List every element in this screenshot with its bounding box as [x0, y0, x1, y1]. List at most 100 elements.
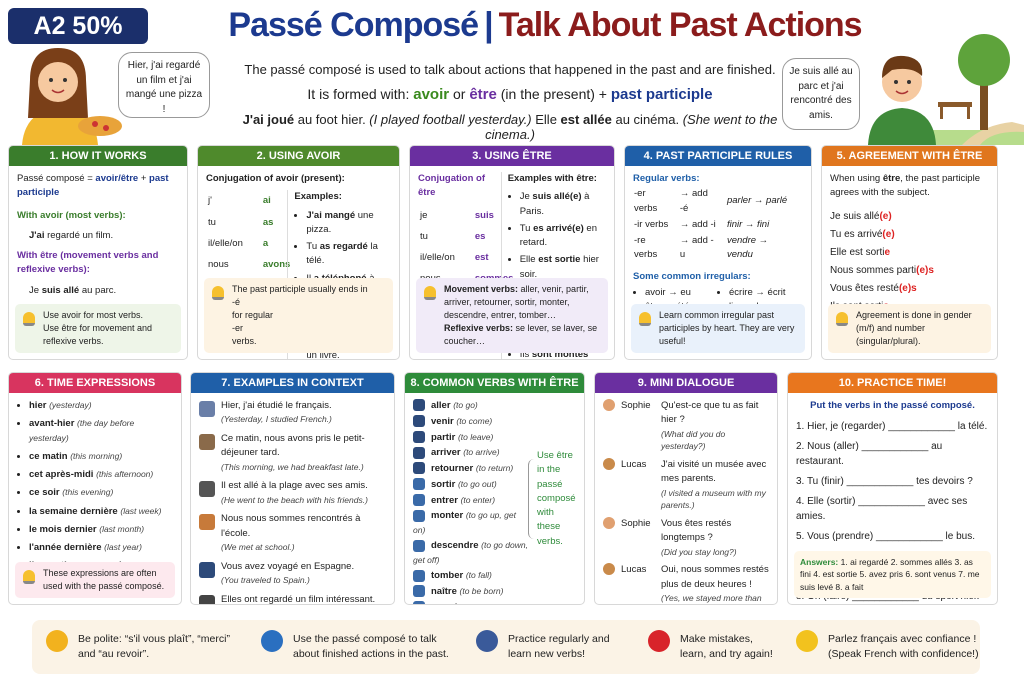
text-segment: Elle — [531, 112, 561, 127]
verb-item: partir (to leave) — [413, 430, 528, 445]
verb-icon — [413, 462, 425, 475]
title: Passé Composé | Talk About Past Actions — [180, 6, 910, 45]
french-sentence: Elles ont regardé un film intéressant. — [221, 593, 376, 605]
text-segment: Je — [29, 284, 42, 296]
text-segment: past participle — [17, 173, 169, 199]
text-line: Passé composé = avoir/être + past partic… — [17, 172, 179, 201]
conjugation-title: Conjugation of être — [418, 173, 486, 199]
text-segment: J'ai joué — [242, 112, 295, 127]
panel: 9. MINI DIALOGUE Sophie Qu'est-ce que tu a… — [594, 372, 778, 605]
time-expression: avant-hier — [29, 418, 75, 430]
verb-form: ai — [262, 195, 271, 207]
verb-form: est — [474, 252, 489, 263]
footer-icon — [46, 630, 68, 652]
pronoun: il/elle/on — [420, 252, 455, 263]
example-item: Nous nous sommes rencontrés à l'école. (W… — [199, 512, 386, 553]
text-segment: sont montés — [531, 348, 589, 360]
time-expression: l'année dernière — [29, 542, 102, 553]
example-item: Ce matin, nous avons pris le petit-déjeu… — [199, 432, 386, 473]
translation: (to go out) — [457, 478, 497, 489]
panel-title: 5. AGREEMENT WITH ÊTRE — [822, 146, 997, 166]
translation: (to leave) — [457, 431, 494, 442]
panel: 7. EXAMPLES IN CONTEXT Hier, j'ai étudié … — [190, 372, 395, 605]
panel: 3. USING ÊTRE Conjugation of être je suis tu… — [409, 145, 615, 360]
french-sentence: Hier, j'ai étudié le français. — [221, 400, 332, 411]
dialogue-text: Qu'est-ce que tu as fait hier ? (What did… — [661, 399, 769, 453]
conjugation-row: il/elle/on a — [208, 235, 294, 254]
verb-form: suis — [474, 209, 494, 221]
level-badge: A2 50% — [8, 8, 148, 44]
text-segment: au parc. — [79, 284, 117, 296]
tip-box: These expressions are often used with th… — [15, 561, 175, 598]
verb-icon — [413, 399, 425, 412]
time-item: hier (yesterday) — [29, 399, 173, 413]
text-segment: être — [469, 86, 497, 103]
translation: (Yesterday, I studied French.) — [221, 414, 332, 425]
panel-title: 4. PAST PARTICIPLE RULES — [625, 146, 811, 166]
panel: 5. AGREEMENT WITH ÊTRE When using être, t… — [821, 145, 998, 360]
verb: monter — [431, 510, 464, 522]
title-part: Passé Composé — [228, 6, 479, 44]
translation: (to fall) — [465, 570, 492, 581]
example-icon — [199, 594, 215, 604]
translation: (to go up, get on) — [413, 510, 516, 535]
text-segment: Elle est sorti — [830, 246, 885, 258]
footer-icon — [476, 630, 498, 652]
speaker-avatar — [603, 399, 615, 411]
text-segment: , the past participle agrees with the su… — [830, 173, 980, 199]
translation: (this afternoon) — [96, 469, 154, 479]
rule-row: -re verbs → add -u vendre → vendu — [633, 233, 803, 264]
panel-body: Hier, j'ai étudié le français. (Yesterday… — [191, 393, 394, 605]
translation: (to die) — [464, 602, 490, 604]
speaker: Sophie — [621, 518, 651, 529]
verb-item: descendre (to go down, get off) — [413, 539, 528, 568]
tip-box: The past participle usually ends in -é f… — [204, 277, 393, 353]
text-line: Je suis allé(e) à Paris. — [520, 190, 606, 219]
rule-cell: vendre → vendu — [726, 235, 769, 261]
text-line: Tu es arrivé(e) — [830, 227, 989, 242]
rule-cell: -ir verbs — [634, 218, 669, 230]
verb-form: a — [262, 237, 269, 249]
translation: (to arrive) — [463, 447, 500, 458]
conjugation-row: nous avons — [208, 256, 294, 275]
example-text: Elles ont regardé un film intéressant.(T… — [221, 593, 376, 605]
translation: (We met at school.) — [221, 541, 295, 552]
time-item: ce matin (this morning) — [29, 450, 173, 464]
panel-title: 7. EXAMPLES IN CONTEXT — [191, 373, 394, 393]
text-segment: Reflexive verbs: — [444, 322, 514, 333]
text-segment: (in the present) + — [496, 86, 611, 102]
text-segment: la télé. — [306, 241, 378, 267]
rule-cell: -re verbs — [634, 235, 658, 261]
translation: (He went to the beach with his friends.) — [221, 494, 368, 505]
text-segment: es arrivé(e) — [533, 222, 584, 234]
text-segment: au cinéma. — [611, 112, 683, 127]
rule-row: -ir verbs → add -i finir → fini — [633, 217, 803, 233]
bulb-icon — [212, 285, 224, 300]
example-icon — [199, 481, 215, 498]
verb: entrer — [431, 494, 458, 506]
verb-form: es — [474, 230, 486, 242]
text-line: verbs. — [232, 335, 257, 346]
text-segment: en retard. — [519, 222, 598, 248]
text-line: Movement verbs: aller, venir, partir, ar… — [444, 283, 602, 322]
text-segment: avoir — [413, 86, 450, 103]
speech-bubble: Je suis allé au parc et j'ai rencontré d… — [782, 58, 860, 130]
time-item: cet après-midi (this afternoon) — [29, 468, 173, 482]
text-line: The past participle usually ends in — [232, 283, 368, 294]
exercise: 2. Nous (aller) ____________ au restaura… — [796, 441, 943, 468]
translation: (yesterday) — [49, 400, 92, 410]
text-line: With avoir (most verbs): — [17, 209, 126, 221]
footer-icon — [796, 630, 818, 652]
text-segment: or — [449, 86, 470, 102]
text-segment: Tu — [306, 241, 320, 252]
translation: (last year) — [104, 542, 142, 552]
text-segment: suis allé(e) — [532, 191, 582, 203]
text-line: -er — [232, 322, 387, 335]
panel: 2. USING AVOIR Conjugation of avoir (pres… — [197, 145, 400, 360]
bulb-icon — [424, 285, 436, 300]
time-item: le mois dernier (last month) — [29, 523, 173, 537]
translation: (to return) — [475, 463, 514, 473]
speaker-avatar — [603, 563, 615, 576]
rule-cell: parler → parlé — [726, 195, 788, 207]
